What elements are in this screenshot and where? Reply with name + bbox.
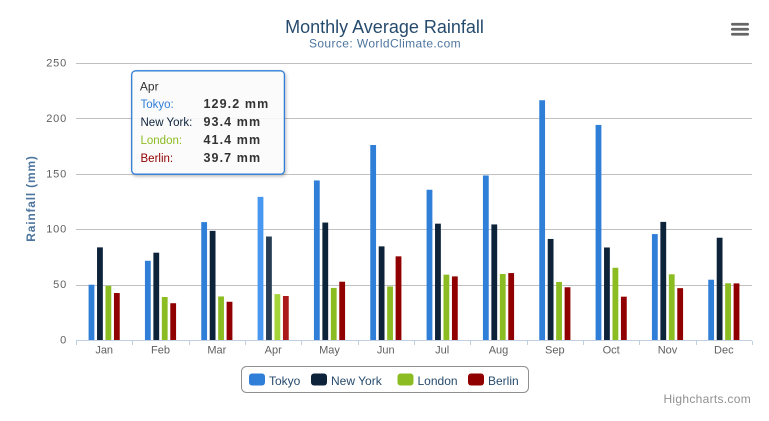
svg-text:Sep: Sep: [545, 345, 565, 357]
svg-text:100: 100: [46, 224, 67, 236]
svg-text:250: 250: [46, 58, 67, 70]
svg-text:Jun: Jun: [377, 345, 395, 357]
svg-text:Tokyo:: Tokyo:: [141, 99, 174, 111]
svg-text:50: 50: [53, 279, 67, 291]
svg-text:39.7 mm: 39.7 mm: [204, 151, 262, 165]
svg-text:Monthly Average Rainfall: Monthly Average Rainfall: [285, 17, 484, 37]
svg-text:Dec: Dec: [714, 345, 734, 357]
svg-text:Apr: Apr: [140, 80, 159, 94]
svg-text:93.4 mm: 93.4 mm: [204, 115, 262, 129]
svg-text:41.4 mm: 41.4 mm: [204, 133, 262, 147]
svg-text:Highcharts.com: Highcharts.com: [663, 392, 751, 406]
svg-text:May: May: [319, 345, 340, 357]
svg-text:Aug: Aug: [489, 345, 509, 357]
svg-text:New York:: New York:: [141, 117, 193, 129]
svg-text:Berlin: Berlin: [488, 374, 519, 388]
svg-text:Source: WorldClimate.com: Source: WorldClimate.com: [309, 37, 461, 51]
svg-text:129.2 mm: 129.2 mm: [204, 97, 270, 111]
svg-text:Berlin:: Berlin:: [141, 153, 174, 165]
svg-text:200: 200: [46, 113, 67, 125]
svg-text:Mar: Mar: [207, 345, 226, 357]
svg-text:Apr: Apr: [265, 345, 282, 357]
svg-text:London: London: [418, 374, 458, 388]
svg-text:Jan: Jan: [95, 345, 113, 357]
svg-text:Rainfall (mm): Rainfall (mm): [24, 155, 38, 241]
svg-text:New York: New York: [331, 374, 383, 388]
svg-text:Tokyo: Tokyo: [269, 374, 301, 388]
svg-text:Jul: Jul: [435, 345, 449, 357]
svg-text:London:: London:: [141, 135, 183, 147]
svg-text:0: 0: [60, 335, 67, 347]
svg-text:Oct: Oct: [603, 345, 620, 357]
svg-text:Nov: Nov: [658, 345, 678, 357]
svg-text:Feb: Feb: [151, 345, 170, 357]
svg-text:150: 150: [46, 168, 67, 180]
